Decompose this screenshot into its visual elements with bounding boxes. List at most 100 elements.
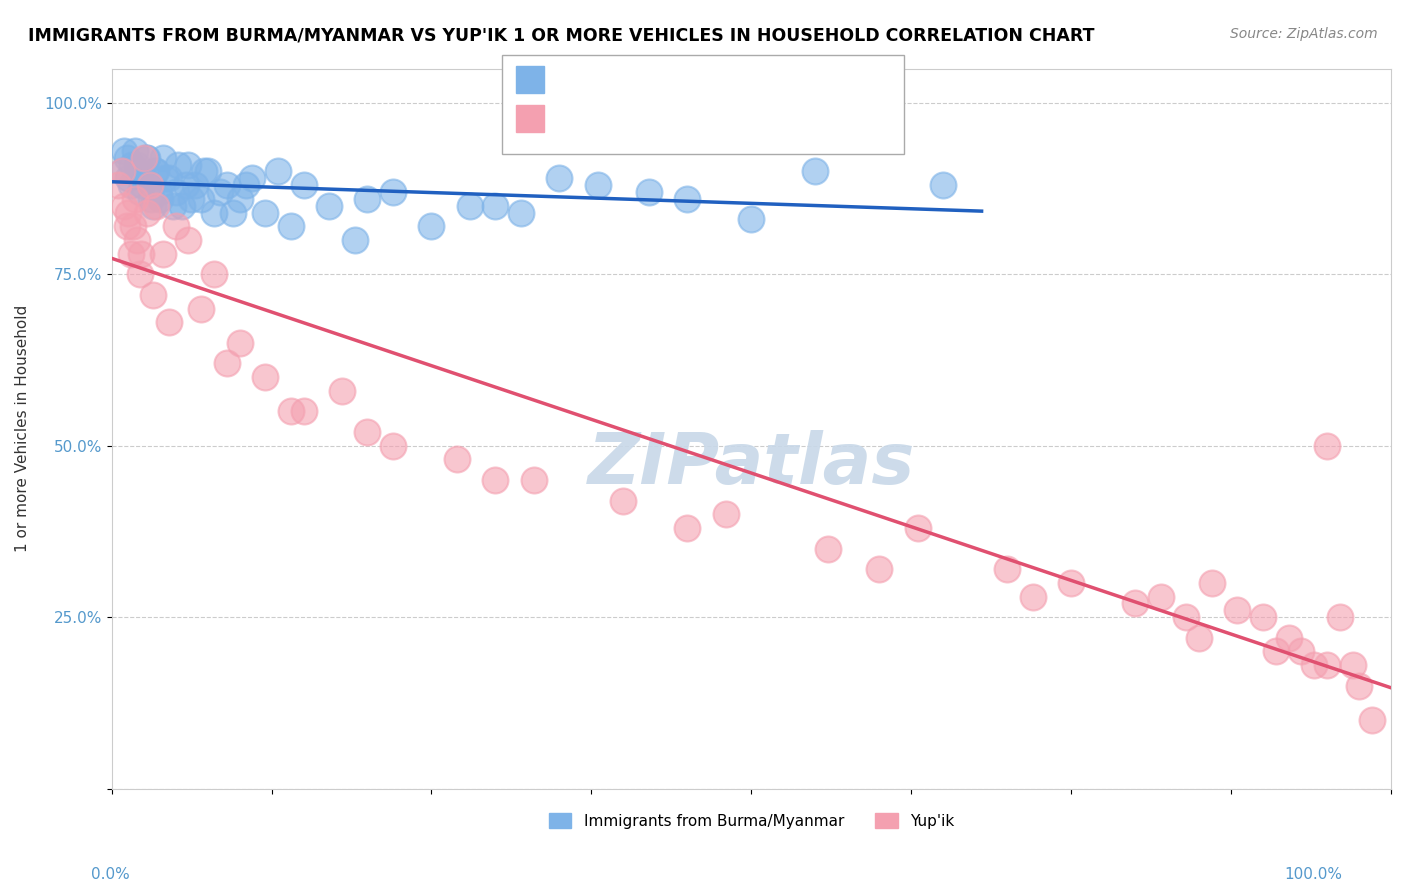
Point	[676, 521, 699, 535]
Point	[1348, 679, 1371, 693]
Point	[139, 178, 162, 193]
Point	[228, 335, 250, 350]
Point	[907, 521, 929, 535]
Point	[446, 452, 468, 467]
Text: R = -0.805   N = 59: R = -0.805 N = 59	[553, 112, 742, 129]
Point	[1341, 658, 1364, 673]
Point	[135, 151, 157, 165]
Point	[145, 164, 167, 178]
Point	[120, 246, 142, 260]
Point	[1175, 610, 1198, 624]
Point	[1303, 658, 1326, 673]
Point	[356, 425, 378, 439]
Point	[127, 164, 149, 178]
Point	[162, 199, 184, 213]
Text: 100.0%: 100.0%	[1285, 867, 1343, 881]
Point	[177, 157, 200, 171]
Point	[523, 473, 546, 487]
Text: Source: ZipAtlas.com: Source: ZipAtlas.com	[1230, 27, 1378, 41]
Point	[131, 178, 153, 193]
Text: IMMIGRANTS FROM BURMA/MYANMAR VS YUP'IK 1 OR MORE VEHICLES IN HOUSEHOLD CORRELAT: IMMIGRANTS FROM BURMA/MYANMAR VS YUP'IK …	[28, 27, 1095, 45]
Point	[1361, 713, 1384, 727]
Point	[215, 356, 238, 370]
Point	[804, 164, 827, 178]
Point	[115, 219, 138, 234]
Point	[676, 192, 699, 206]
Point	[1316, 658, 1339, 673]
Point	[932, 178, 955, 193]
Point	[1226, 603, 1249, 617]
Point	[127, 233, 149, 247]
Point	[209, 185, 232, 199]
Point	[155, 171, 177, 186]
Point	[1278, 631, 1301, 645]
Point	[356, 192, 378, 206]
Point	[1123, 596, 1146, 610]
Point	[280, 219, 302, 234]
Point	[111, 164, 134, 178]
Point	[115, 151, 138, 165]
Point	[612, 493, 634, 508]
Point	[184, 178, 207, 193]
Point	[1188, 631, 1211, 645]
Point	[165, 219, 187, 234]
Point	[165, 185, 187, 199]
Point	[330, 384, 353, 398]
Point	[267, 164, 290, 178]
Text: ZIPatlas: ZIPatlas	[588, 430, 915, 499]
Point	[139, 178, 162, 193]
Point	[121, 157, 143, 171]
Point	[222, 205, 245, 219]
Point	[510, 205, 533, 219]
Point	[292, 404, 315, 418]
Point	[586, 178, 609, 193]
Point	[1251, 610, 1274, 624]
Point	[120, 178, 142, 193]
Point	[190, 301, 212, 316]
Point	[1264, 644, 1286, 658]
Point	[1291, 644, 1313, 658]
Point	[148, 185, 170, 199]
Point	[107, 178, 129, 193]
Point	[141, 192, 163, 206]
Point	[143, 164, 166, 178]
Point	[292, 178, 315, 193]
Point	[128, 267, 150, 281]
Y-axis label: 1 or more Vehicles in Household: 1 or more Vehicles in Household	[15, 305, 30, 552]
Point	[136, 205, 159, 219]
Point	[142, 199, 165, 213]
Point	[145, 199, 167, 213]
Point	[458, 199, 481, 213]
Point	[318, 199, 340, 213]
Point	[149, 192, 172, 206]
Point	[548, 171, 571, 186]
Point	[382, 185, 405, 199]
Point	[638, 185, 661, 199]
Point	[112, 144, 135, 158]
Point	[112, 199, 135, 213]
Point	[240, 171, 263, 186]
Point	[190, 192, 212, 206]
Text: R =   0.362   N = 61: R = 0.362 N = 61	[553, 72, 752, 90]
Point	[235, 178, 257, 193]
Point	[1022, 590, 1045, 604]
Point	[420, 219, 443, 234]
Point	[254, 205, 277, 219]
Point	[1150, 590, 1173, 604]
Point	[228, 192, 250, 206]
Point	[714, 507, 737, 521]
Point	[868, 562, 890, 576]
Point	[157, 171, 180, 186]
Point	[995, 562, 1018, 576]
Point	[1060, 575, 1083, 590]
Point	[174, 178, 197, 193]
Point	[142, 288, 165, 302]
Point	[382, 439, 405, 453]
Point	[122, 219, 145, 234]
Point	[1201, 575, 1223, 590]
Point	[129, 246, 152, 260]
Point	[136, 151, 159, 165]
Point	[157, 315, 180, 329]
Legend: Immigrants from Burma/Myanmar, Yup'ik: Immigrants from Burma/Myanmar, Yup'ik	[543, 806, 960, 835]
Point	[152, 151, 174, 165]
